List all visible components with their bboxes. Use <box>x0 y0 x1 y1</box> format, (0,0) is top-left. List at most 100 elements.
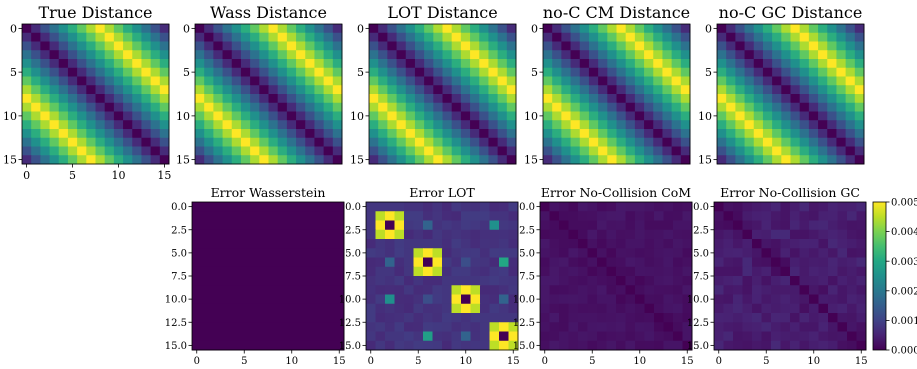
heatmap-cell <box>296 85 306 95</box>
heatmap-cell <box>653 129 663 139</box>
heatmap-cell <box>644 248 655 258</box>
heatmap-cell <box>332 102 343 112</box>
heatmap-cell <box>201 239 212 249</box>
heatmap-cell <box>40 59 51 69</box>
y-tick-label: 12.5 <box>513 318 535 329</box>
heatmap-cell <box>159 24 170 34</box>
heatmap-cell <box>818 41 828 51</box>
heatmap-cell <box>856 239 867 249</box>
heatmap-cell <box>597 285 607 295</box>
heatmap-cell <box>334 303 345 314</box>
heatmap-cell <box>369 155 379 165</box>
heatmap-cell <box>818 257 829 268</box>
heatmap-cell <box>470 285 481 295</box>
heatmap-cell <box>578 229 588 240</box>
heatmap-cell <box>258 239 269 249</box>
y-tick-label: 15 <box>350 154 364 167</box>
heatmap-cell <box>540 303 550 314</box>
heatmap-cell <box>258 285 269 295</box>
heatmap-cell <box>733 229 743 240</box>
heatmap-cell <box>561 85 572 95</box>
heatmap-cell <box>67 67 78 77</box>
heatmap-cell <box>442 85 453 95</box>
heatmap-cell <box>67 129 78 139</box>
heatmap-cell <box>95 120 106 130</box>
heatmap-cell <box>240 67 251 77</box>
heatmap-cell <box>366 340 376 351</box>
heatmap-cell <box>277 67 288 77</box>
heatmap-cell <box>607 137 618 147</box>
heatmap-cell <box>654 202 664 212</box>
heatmap-cell <box>634 59 645 69</box>
heatmap-cell <box>827 111 837 121</box>
heatmap-cell <box>332 59 343 69</box>
heatmap-cell <box>818 340 829 351</box>
heatmap-cell <box>113 146 124 156</box>
heatmap-cell <box>662 24 673 34</box>
heatmap-cell <box>587 285 598 295</box>
heatmap-cell <box>286 102 297 112</box>
heatmap-cell <box>58 155 69 165</box>
heatmap-cell <box>781 102 792 112</box>
heatmap-cell <box>561 137 572 147</box>
heatmap-cell <box>314 41 325 51</box>
heatmap-cell <box>570 67 581 77</box>
heatmap-cell <box>644 59 654 69</box>
heatmap-cell <box>332 41 343 51</box>
heatmap-cell <box>442 257 452 268</box>
heatmap-cell <box>744 102 755 112</box>
heatmap-cell <box>723 239 734 249</box>
heatmap-cell <box>790 76 801 86</box>
heatmap-cell <box>323 94 334 104</box>
heatmap-cell <box>423 229 433 240</box>
heatmap-cell <box>714 202 724 212</box>
heatmap-cell <box>742 202 753 212</box>
heatmap-cell <box>780 340 791 351</box>
heatmap-cell <box>442 266 452 277</box>
heatmap-cell <box>561 50 572 60</box>
heatmap-cell <box>597 266 607 277</box>
heatmap-cell <box>726 129 736 139</box>
y-tick-label: 15 <box>698 154 712 167</box>
heatmap-cell <box>404 340 414 351</box>
heatmap-cell <box>470 137 480 147</box>
heatmap-cell <box>799 202 810 212</box>
heatmap-cell <box>625 67 636 77</box>
heatmap-cell <box>808 50 819 60</box>
heatmap-cell <box>239 276 250 286</box>
heatmap-cell <box>717 32 727 42</box>
heatmap-cell <box>239 257 250 268</box>
heatmap-cell <box>296 220 307 231</box>
heatmap-cell <box>836 129 847 139</box>
heatmap-cell <box>635 229 645 240</box>
heatmap-cell <box>104 111 115 121</box>
heatmap-cell <box>31 59 41 69</box>
heatmap-cell <box>249 340 259 351</box>
heatmap-cell <box>325 276 335 286</box>
heatmap-cell <box>22 102 32 112</box>
heatmap-cell <box>587 220 598 231</box>
heatmap-cell <box>159 32 170 42</box>
heatmap-cell <box>67 76 78 86</box>
heatmap-cell <box>325 202 335 212</box>
heatmap-cell <box>771 239 781 249</box>
heatmap-cell <box>561 59 572 69</box>
heatmap-cell <box>394 340 405 351</box>
heatmap-cell <box>836 24 847 34</box>
heatmap-cell <box>790 202 800 212</box>
heatmap-cell <box>799 294 810 305</box>
y-tick-label: 7.5 <box>171 272 187 283</box>
heatmap-cell <box>598 41 608 51</box>
heatmap-cell <box>799 32 810 42</box>
heatmap-cell <box>742 331 753 342</box>
heatmap-cell <box>809 285 819 295</box>
heatmap-cell <box>625 331 636 342</box>
heatmap-cell <box>587 313 598 323</box>
heatmap-cell <box>277 202 288 212</box>
heatmap-cell <box>644 202 655 212</box>
heatmap-cell <box>77 50 87 60</box>
heatmap-cell <box>616 248 626 258</box>
heatmap-cell <box>653 94 663 104</box>
heatmap-cell <box>231 111 242 121</box>
heatmap-cell <box>752 322 762 332</box>
